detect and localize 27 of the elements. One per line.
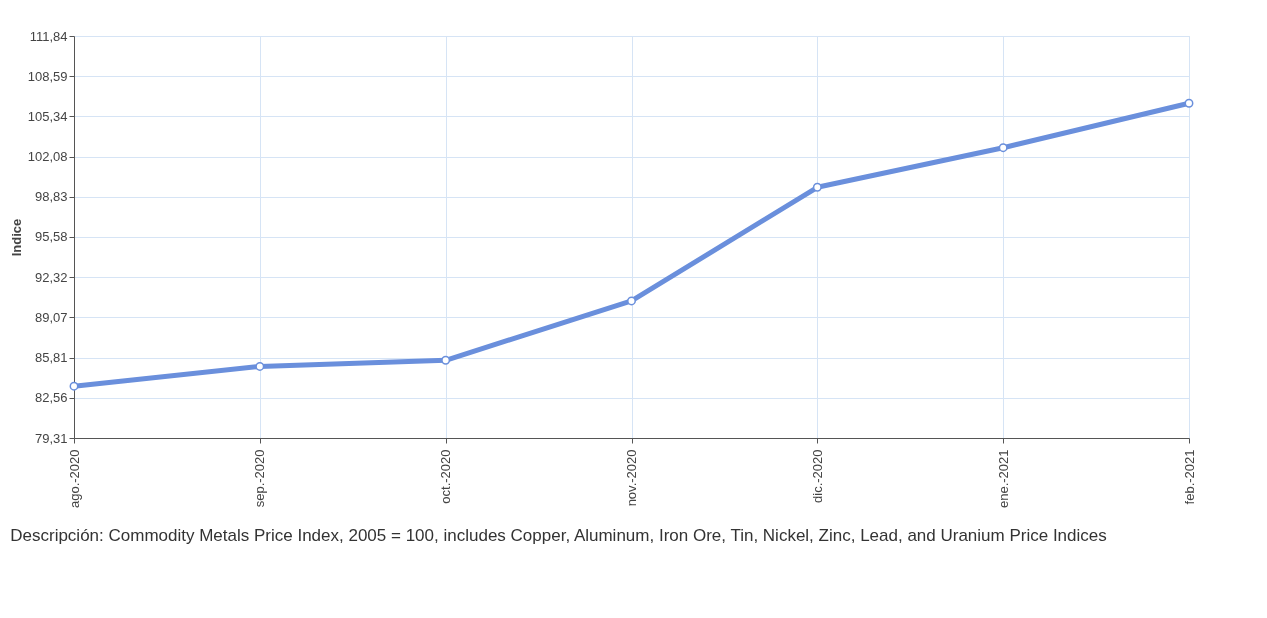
y-tick-label: 111,84 (29, 28, 68, 44)
point (627, 296, 636, 306)
y-tick-label: 108,59 (27, 68, 68, 84)
point (255, 362, 265, 371)
x-tick-label: sep.-2020 (252, 449, 268, 508)
x-tick-label: feb.-2021 (1181, 449, 1197, 505)
y-tick-label: 102,08 (27, 149, 68, 165)
x-tick-label: ago.-2020 (66, 449, 82, 509)
point (69, 381, 79, 391)
point (1184, 98, 1194, 108)
y-tick-label: 98,83 (34, 189, 68, 205)
x-tick-label: nov.-2020 (624, 449, 639, 507)
y-tick-label: 85,81 (34, 350, 68, 366)
y-tick-label: 89,07 (34, 309, 68, 325)
point (998, 143, 1008, 153)
y-tick-label: 95,58 (34, 229, 68, 245)
x-tick-label: dic.-2020 (809, 449, 825, 503)
y-axis-title: Indice (8, 218, 24, 257)
point (441, 355, 451, 365)
x-tick-label: ene.-2021 (995, 449, 1011, 509)
point (812, 182, 822, 192)
y-tick-label: 79,31 (34, 430, 68, 446)
y-tick-label: 105,34 (27, 108, 68, 124)
text: Descripción: Commodity Metals Price Index, 2005 = 100, includes Copper, Aluminum, Iron Ore, Tin, Nickel, Zinc, Lead, and Uranium Price Indices (10, 525, 1107, 545)
y-tick-label: 92,32 (34, 269, 68, 285)
x-tick-label: oct.-2020 (438, 449, 454, 504)
y-tick-label: 82,56 (34, 390, 68, 406)
